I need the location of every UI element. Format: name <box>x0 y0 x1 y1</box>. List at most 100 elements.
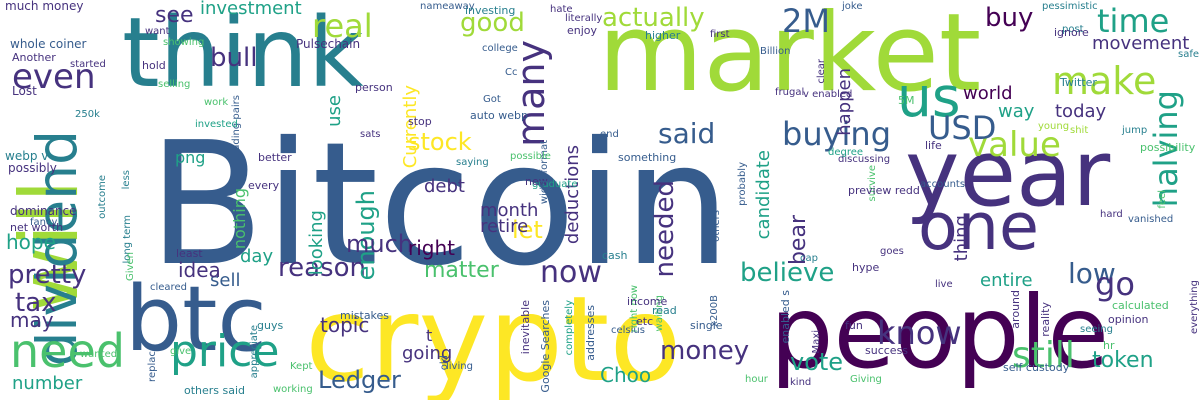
word-enabled-s: enabled s <box>779 290 792 344</box>
word-lost: Lost <box>12 84 37 98</box>
word-hope: hope <box>6 230 56 254</box>
word-kind: kind <box>790 377 812 388</box>
word-young: young <box>1038 121 1070 132</box>
word-another: Another <box>12 51 56 64</box>
word-going: going <box>402 343 453 364</box>
word-self-custody: self custody <box>1003 361 1070 374</box>
word-much: much <box>346 230 413 258</box>
word-something: something <box>618 151 677 164</box>
word-number: number <box>12 373 83 394</box>
word-stock: stock <box>408 128 472 156</box>
word-inevitable: inevitable <box>519 300 532 355</box>
word-even: even <box>12 57 96 97</box>
word-vote: vote <box>790 348 844 376</box>
word-topic: topic <box>320 313 370 337</box>
word-accounts: accounts <box>920 179 966 190</box>
word-replace: replace <box>147 345 158 382</box>
word-thing: thing <box>951 215 972 262</box>
word-completely: completely <box>564 300 575 356</box>
word-live: live <box>935 279 953 290</box>
word-make: make <box>1052 59 1157 103</box>
word-feel: feel <box>1157 190 1168 209</box>
word-people: people <box>770 274 1109 391</box>
word-candidate: candidate <box>753 150 774 240</box>
word-fancy: fancy <box>30 217 58 228</box>
word-old: old <box>439 355 450 371</box>
word-buy: buy <box>985 3 1034 33</box>
word-billion: Billion <box>760 46 791 57</box>
word-others-said: others said <box>184 384 246 397</box>
word-sell: sell <box>210 270 241 291</box>
word-idea: idea <box>178 258 221 282</box>
word-hate: hate <box>550 4 573 15</box>
word-give: give <box>170 346 192 357</box>
word-real: real <box>312 7 373 45</box>
word-safe: safe <box>1178 49 1200 60</box>
word-showing: showing <box>163 37 205 48</box>
word-vanished: vanished <box>1128 214 1174 225</box>
word-etc: etc <box>636 315 654 328</box>
word-right: right <box>408 236 455 260</box>
word-cap: cap <box>800 253 818 264</box>
word-day: day <box>240 246 274 267</box>
word-mistakes: mistakes <box>340 309 390 322</box>
word-college: college <box>482 43 518 54</box>
word-graduate: graduate <box>532 179 578 190</box>
word-work: work <box>204 97 229 108</box>
word-now: now <box>540 255 602 290</box>
word-auto-webp: auto webp <box>470 109 528 122</box>
word-cash: cash <box>602 249 628 262</box>
word-google-searches: Google Searches <box>539 300 552 393</box>
word-many: many <box>509 40 553 147</box>
word-matter: matter <box>424 258 499 283</box>
word-cleared: cleared <box>150 282 187 293</box>
word-investment: investment <box>200 0 302 19</box>
word-first: first <box>710 29 730 40</box>
word-dominance: dominance <box>10 204 77 218</box>
word-life: life <box>925 139 942 152</box>
word-addresses: addresses <box>584 305 597 361</box>
word-time: time <box>1097 2 1170 40</box>
word-hour: hour <box>745 374 768 385</box>
word-preview-redd: preview redd <box>848 184 920 197</box>
word-goes: goes <box>880 246 904 257</box>
word-see: see <box>155 3 194 28</box>
word-frugal: frugal <box>775 87 805 98</box>
word-nothing: nothing <box>230 188 249 250</box>
word-world: world <box>963 83 1013 104</box>
word-ledger: Ledger <box>318 366 401 394</box>
word-working: working <box>273 384 313 395</box>
word-enjoy: enjoy <box>567 24 598 37</box>
word-selling: selling <box>158 79 191 90</box>
word-new: new <box>525 175 548 188</box>
word-guys: guys <box>257 319 284 332</box>
word-looking: looking <box>306 210 327 276</box>
word-may: may <box>10 308 54 332</box>
word-invested: invested <box>195 119 238 130</box>
word-t: t <box>426 326 433 345</box>
word-value: value <box>968 125 1061 165</box>
word-less: less <box>121 170 132 190</box>
word-btc: btc <box>125 267 267 372</box>
word-2m: 2M <box>782 2 830 40</box>
word-discussing: discussing <box>838 154 891 165</box>
word-webp-v: webp v <box>5 149 49 163</box>
word-giving: Giving <box>850 374 882 385</box>
word-given: Given <box>125 252 136 281</box>
word-actually: actually <box>602 3 705 33</box>
word-token: token <box>1092 348 1154 373</box>
word-post: post <box>1062 24 1084 35</box>
word-need: need <box>10 324 125 378</box>
word-clear: clear <box>816 59 827 84</box>
word-price: price <box>170 326 280 377</box>
word-year: year <box>905 120 1111 227</box>
word-literally: literally <box>565 13 603 24</box>
word-v-enabled: v enabled <box>803 89 853 100</box>
word-pessimistic: pessimistic <box>1042 1 1098 12</box>
word-fun: fun <box>845 319 863 332</box>
word-joke: joke <box>842 1 863 12</box>
word-calculated: calculated <box>1112 299 1169 312</box>
word-around: around <box>1009 290 1022 329</box>
word-width-format: width format <box>539 140 550 205</box>
word-sats: sats <box>360 129 381 140</box>
